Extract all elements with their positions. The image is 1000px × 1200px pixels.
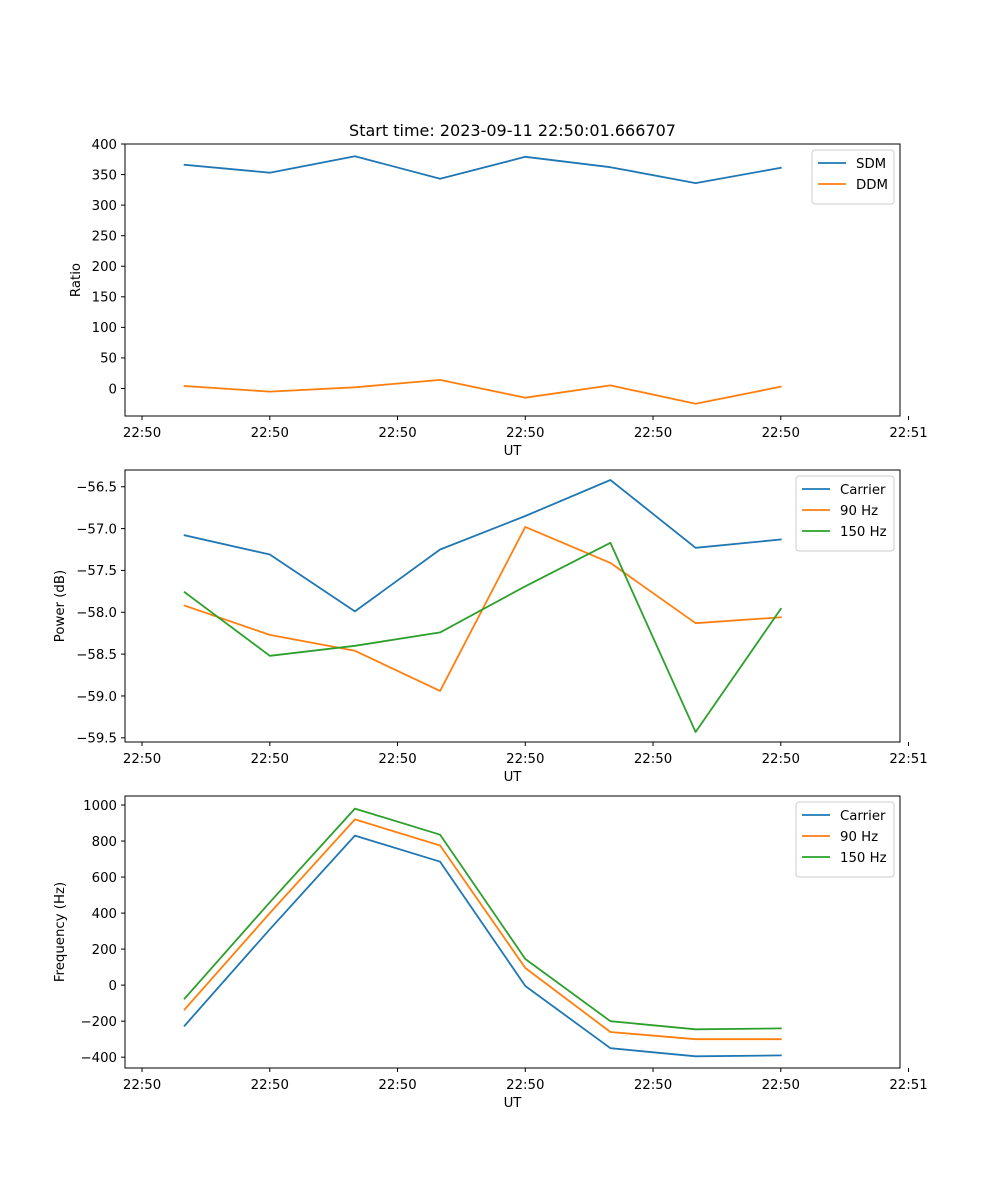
- legend-box: [795, 801, 895, 878]
- figure-title: Start time: 2023-09-11 22:50:01.666707: [349, 121, 676, 140]
- x-tick-label: 22:51: [889, 426, 927, 441]
- axes-frame: [124, 469, 901, 743]
- y-tick-label: 0: [109, 382, 117, 397]
- x-tick-label: 22:50: [634, 752, 672, 767]
- x-tick-label: 22:50: [506, 426, 544, 441]
- legend: Carrier 90 Hz 150 Hz: [795, 475, 895, 552]
- series-line-carrier: [183, 479, 782, 613]
- x-tick-label: 22:50: [378, 752, 416, 767]
- y-tick-label: 400: [92, 907, 117, 922]
- panel-2: 22:50 22:50 22:50 22:50 22:50 22:50 22:51 −59.5…: [53, 469, 928, 785]
- series-line-ddm: [183, 378, 782, 405]
- legend: SDM DDM: [811, 149, 895, 205]
- legend-label: 90 Hz: [840, 504, 878, 519]
- x-tick-label: 22:50: [123, 426, 161, 441]
- legend-label: 150 Hz: [840, 525, 887, 540]
- y-axis-label: Power (dB): [53, 570, 68, 642]
- y-tick-label: −59.5: [76, 732, 117, 747]
- x-axis-label: UT: [504, 1096, 523, 1111]
- x-tick-label: 22:50: [506, 752, 544, 767]
- y-tick-label: 600: [92, 871, 117, 886]
- legend-label: SDM: [856, 157, 886, 172]
- panel-3: 22:50 22:50 22:50 22:50 22:50 22:50 22:51 −400 −…: [53, 795, 928, 1111]
- x-axis-label: UT: [504, 770, 523, 785]
- y-tick-label: −59.0: [76, 690, 117, 705]
- legend-label: DDM: [856, 178, 888, 193]
- y-tick-label: −57.5: [76, 564, 117, 579]
- y-tick-label: 200: [92, 943, 117, 958]
- y-axis-label: Ratio: [69, 263, 84, 297]
- y-tick-label: −400: [80, 1051, 117, 1066]
- x-tick-label: 22:50: [506, 1078, 544, 1093]
- x-tick-label: 22:50: [762, 1078, 800, 1093]
- y-tick-label: 100: [92, 321, 117, 336]
- y-tick-label: −58.5: [76, 648, 117, 663]
- series-line-sdm: [183, 155, 782, 185]
- axes-frame: [124, 143, 901, 417]
- y-tick-label: 200: [92, 260, 117, 275]
- y-tick-label: 1000: [83, 799, 117, 814]
- legend-label: 150 Hz: [840, 851, 887, 866]
- x-axis-label: UT: [504, 444, 523, 459]
- legend: Carrier 90 Hz 150 Hz: [795, 801, 895, 878]
- legend-label: Carrier: [840, 483, 886, 498]
- y-tick-label: 250: [92, 229, 117, 244]
- panels: 22:50 22:50 22:50 22:50 22:50 22:50 22:51 0 50 10…: [53, 138, 928, 1111]
- x-tick-label: 22:50: [762, 752, 800, 767]
- y-tick-label: 50: [100, 352, 117, 367]
- series-line-90-hz: [183, 818, 782, 1041]
- legend-label: Carrier: [840, 809, 886, 824]
- y-tick-label: 0: [109, 979, 117, 994]
- legend-label: 90 Hz: [840, 830, 878, 845]
- x-tick-label: 22:50: [251, 426, 289, 441]
- series-line-150-hz: [183, 807, 782, 1031]
- y-tick-label: −56.5: [76, 481, 117, 496]
- x-tick-label: 22:50: [378, 1078, 416, 1093]
- y-tick-label: 800: [92, 835, 117, 850]
- x-tick-label: 22:50: [123, 752, 161, 767]
- x-tick-label: 22:51: [889, 1078, 927, 1093]
- x-tick-label: 22:50: [378, 426, 416, 441]
- x-tick-label: 22:50: [762, 426, 800, 441]
- y-tick-label: 150: [92, 291, 117, 306]
- series-line-carrier: [183, 834, 782, 1058]
- y-tick-label: 300: [92, 199, 117, 214]
- legend-box: [795, 475, 895, 552]
- x-tick-label: 22:51: [889, 752, 927, 767]
- panel-1: 22:50 22:50 22:50 22:50 22:50 22:50 22:51 0 50 10…: [69, 138, 928, 459]
- x-tick-label: 22:50: [634, 426, 672, 441]
- y-tick-label: −58.0: [76, 606, 117, 621]
- series-line-150-hz: [183, 541, 783, 733]
- y-axis-label: Frequency (Hz): [53, 882, 68, 982]
- y-tick-label: 400: [92, 138, 117, 153]
- axes-frame: [124, 795, 901, 1069]
- y-tick-label: −200: [80, 1015, 117, 1030]
- y-tick-label: 350: [92, 168, 117, 183]
- x-tick-label: 22:50: [251, 1078, 289, 1093]
- x-tick-label: 22:50: [123, 1078, 161, 1093]
- x-tick-label: 22:50: [634, 1078, 672, 1093]
- x-tick-label: 22:50: [251, 752, 289, 767]
- y-tick-label: −57.0: [76, 522, 117, 537]
